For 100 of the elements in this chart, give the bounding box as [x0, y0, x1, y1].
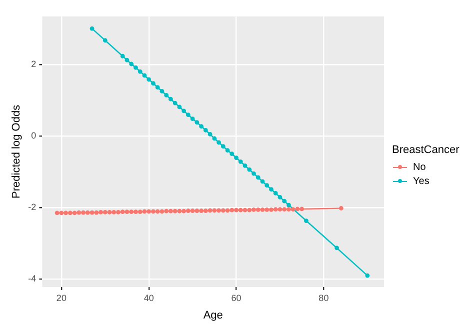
- point: [208, 132, 212, 136]
- point: [151, 81, 156, 86]
- point: [220, 144, 226, 149]
- point: [172, 100, 178, 106]
- point: [300, 206, 304, 212]
- point: [81, 210, 86, 215]
- point: [112, 210, 116, 214]
- point: [286, 207, 291, 212]
- point: [264, 207, 270, 212]
- point: [168, 96, 173, 102]
- legend-label: No: [413, 162, 426, 172]
- point: [116, 210, 120, 214]
- point: [129, 62, 134, 66]
- point: [102, 38, 108, 43]
- point: [72, 210, 77, 216]
- point: [142, 73, 147, 78]
- point: [278, 194, 282, 200]
- point: [138, 210, 142, 214]
- point: [230, 152, 234, 156]
- y-axis-title: Predicted log Odds: [10, 104, 23, 198]
- point: [177, 208, 182, 214]
- point: [164, 92, 169, 98]
- point: [216, 208, 221, 213]
- point: [177, 104, 182, 110]
- point: [290, 207, 296, 212]
- point: [338, 206, 344, 210]
- point: [129, 210, 134, 214]
- point: [59, 210, 64, 216]
- point: [242, 208, 248, 212]
- point: [138, 69, 142, 74]
- point: [247, 208, 252, 212]
- point: [151, 209, 156, 214]
- point: [98, 210, 103, 214]
- point: [269, 207, 274, 212]
- point: [155, 85, 160, 90]
- point: [273, 191, 278, 196]
- point: [146, 77, 152, 82]
- point: [155, 209, 160, 214]
- point: [134, 65, 138, 70]
- point: [256, 175, 260, 180]
- point: [238, 208, 243, 212]
- point: [252, 171, 256, 176]
- point: [238, 160, 243, 164]
- y-tick-label: 0: [31, 130, 36, 140]
- point: [273, 207, 278, 212]
- point: [334, 246, 339, 250]
- point: [216, 140, 221, 145]
- point: [295, 206, 300, 212]
- point: [256, 207, 260, 212]
- x-tick-label: 60: [231, 292, 242, 303]
- point: [107, 210, 112, 214]
- point: [124, 210, 130, 214]
- point: [282, 207, 287, 212]
- point: [252, 207, 256, 212]
- point: [304, 218, 308, 223]
- point: [194, 120, 200, 125]
- point: [172, 208, 178, 214]
- point: [282, 198, 287, 204]
- point: [278, 207, 282, 212]
- point: [168, 208, 173, 214]
- point: [146, 209, 152, 214]
- point: [203, 208, 208, 213]
- point: [190, 208, 195, 213]
- point: [203, 128, 208, 132]
- point: [142, 209, 147, 214]
- point: [76, 210, 82, 215]
- point: [182, 108, 186, 114]
- y-tick-label: -4: [28, 274, 36, 284]
- point: [208, 208, 212, 213]
- x-axis-title: Age: [203, 309, 223, 322]
- x-tick-label: 40: [144, 292, 154, 303]
- x-tick-label: 80: [318, 292, 329, 303]
- point: [225, 148, 230, 152]
- point: [186, 208, 190, 213]
- point: [234, 156, 238, 160]
- x-tick-label: 20: [56, 292, 66, 303]
- point: [85, 210, 90, 215]
- point: [260, 207, 265, 212]
- point: [234, 208, 238, 212]
- point: [199, 124, 204, 128]
- point: [94, 210, 99, 215]
- point: [365, 273, 370, 278]
- y-tick-label: -2: [28, 202, 36, 212]
- point: [242, 163, 248, 168]
- point: [225, 208, 230, 213]
- point: [264, 183, 270, 188]
- point: [124, 58, 130, 62]
- y-tick-label: 2: [31, 58, 36, 69]
- point: [90, 210, 94, 215]
- point: [134, 210, 138, 214]
- point: [64, 210, 68, 216]
- point: [54, 210, 60, 216]
- point: [247, 167, 252, 172]
- point: [194, 208, 200, 213]
- point: [90, 26, 94, 31]
- point: [230, 208, 234, 212]
- point: [120, 210, 125, 214]
- legend-label: Yes: [413, 176, 430, 186]
- point: [269, 187, 274, 192]
- point: [212, 136, 217, 141]
